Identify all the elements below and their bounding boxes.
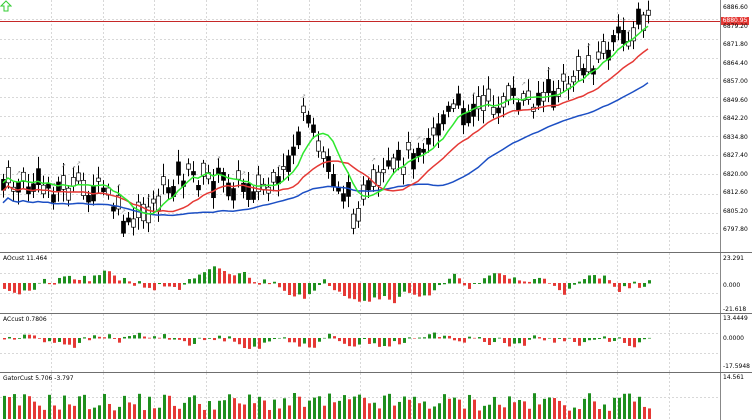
price-tick: 6820.00	[723, 170, 748, 178]
svg-text:↗: ↗	[276, 163, 281, 170]
svg-text:↗: ↗	[416, 135, 421, 142]
svg-text:↗: ↗	[471, 91, 476, 98]
price-tick: 6864.40	[723, 59, 748, 67]
svg-text:↗: ↗	[586, 43, 591, 50]
svg-text:↗: ↗	[626, 28, 631, 35]
pane-separator[interactable]	[0, 313, 752, 314]
ao-indicator-pane[interactable]: AOcust 11.464 23.291 0.000 -21.618	[0, 253, 752, 313]
price-tick: 6842.20	[723, 115, 748, 122]
ac-histogram	[0, 314, 721, 372]
svg-text:↗: ↗	[546, 66, 551, 73]
svg-text:↗: ↗	[621, 17, 626, 24]
svg-text:↗: ↗	[116, 182, 121, 189]
ac-indicator-pane[interactable]: ACcust 0.7806 13.4449 0.0000 -17.5948	[0, 314, 752, 372]
price-tick: 6886.60	[723, 4, 748, 11]
svg-text:↗: ↗	[71, 164, 76, 171]
gator-indicator-pane[interactable]: GatorCust 5.706 -3.797 14.561	[0, 373, 752, 420]
price-tick: 6812.60	[723, 189, 748, 196]
ac-axis-zero: 0.0000	[723, 335, 744, 342]
price-tick: 6805.20	[723, 207, 748, 215]
price-tick: 6879.20	[723, 22, 748, 30]
svg-text:↗: ↗	[146, 194, 151, 201]
svg-text:↗: ↗	[421, 136, 426, 143]
svg-text:↗: ↗	[371, 157, 376, 164]
gator-indicator-label: GatorCust 5.706 -3.797	[3, 375, 74, 382]
svg-text:↗: ↗	[216, 155, 221, 162]
svg-text:↗: ↗	[61, 163, 66, 170]
current-price-badge: 6880.95	[721, 17, 749, 25]
ac-axis-top: 13.4449	[723, 315, 748, 322]
price-tick: 6871.80	[723, 41, 748, 48]
gator-histogram	[0, 373, 721, 420]
ao-axis-zero: 0.000	[723, 282, 741, 289]
svg-text:↗: ↗	[301, 93, 306, 100]
svg-text:↗: ↗	[121, 208, 126, 215]
svg-text:↗: ↗	[16, 169, 21, 176]
ac-axis-bottom: -17.5948	[723, 363, 750, 370]
gator-axis-top: 14.561	[723, 374, 744, 381]
ao-histogram	[0, 253, 721, 313]
main-chart-pane[interactable]: ↗ ↗ ↗ ↗ ↗ ↗ ↗ ↗ ↗ ↗ ↗ ↗ ↗ ↗ ↗ ↗ ↗ ↗ ↗ ↗ ↗ 6880.95 6886.60 687…	[0, 0, 752, 268]
ao-axis-top: 23.291	[723, 255, 744, 262]
svg-text:↗: ↗	[241, 170, 246, 177]
price-tick: 6857.00	[723, 78, 748, 85]
ac-indicator-label: ACcust 0.7806	[3, 316, 47, 323]
svg-text:↗: ↗	[76, 160, 81, 167]
price-tick: 6849.60	[723, 96, 748, 104]
pane-separator[interactable]	[0, 372, 752, 373]
up-arrow-icon	[0, 0, 12, 12]
price-tick: 6827.40	[723, 152, 748, 159]
svg-text:↗: ↗	[521, 81, 526, 88]
ao-indicator-label: AOcust 11.464	[3, 255, 48, 262]
price-tick: 6797.80	[723, 226, 748, 233]
pane-separator[interactable]	[0, 252, 752, 253]
ao-axis-bottom: -21.618	[723, 306, 747, 313]
price-tick: 6834.80	[723, 133, 748, 141]
candlestick-chart[interactable]: ↗↗↗ ↗↗↗↗↗↗↗↗↗↗↗ ↗↗↗↗↗↗↗	[0, 0, 752, 268]
